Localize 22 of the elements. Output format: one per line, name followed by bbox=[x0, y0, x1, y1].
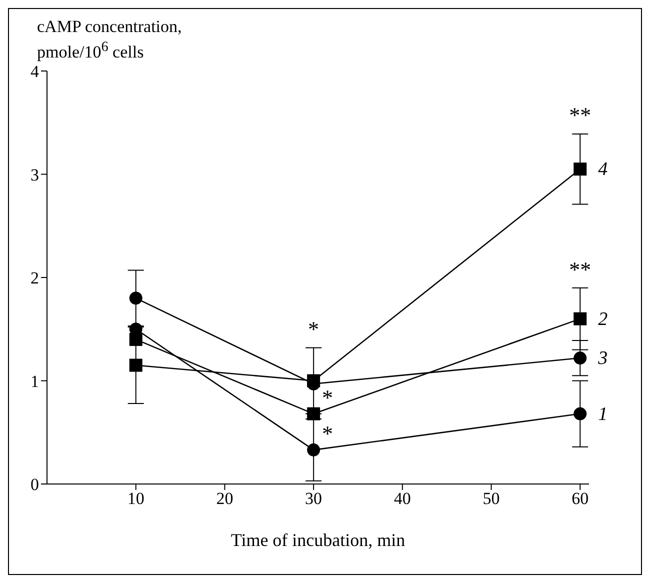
series-label: 4 bbox=[598, 159, 608, 180]
x-tick-label: 50 bbox=[482, 489, 500, 508]
data-label: * bbox=[322, 420, 334, 446]
data-label: ** bbox=[569, 102, 592, 128]
data-label: * bbox=[308, 316, 320, 342]
x-tick-label: 20 bbox=[216, 489, 234, 508]
x-axis-title: Time of incubation, min bbox=[230, 530, 406, 550]
y-axis-title: cAMP concentration, pmole/10$^{6}$ cells bbox=[37, 17, 182, 63]
x-tick-label: 60 bbox=[572, 489, 589, 508]
y-tick-label: 4 bbox=[30, 62, 40, 82]
series-label: 1 bbox=[598, 404, 608, 425]
data-label: * bbox=[322, 384, 334, 410]
y-tick-label: 1 bbox=[30, 372, 39, 391]
y-tick-label: 3 bbox=[30, 165, 39, 184]
data-label: ** bbox=[569, 256, 592, 282]
x-tick-label: 30 bbox=[305, 489, 322, 508]
series-label: 3 bbox=[597, 348, 608, 370]
y-tick-label: 2 bbox=[30, 268, 39, 288]
series-label: 2 bbox=[598, 308, 608, 330]
x-tick-label: 10 bbox=[127, 489, 144, 508]
x-tick-label: 40 bbox=[394, 489, 411, 508]
y-tick-label: 0 bbox=[30, 475, 39, 494]
